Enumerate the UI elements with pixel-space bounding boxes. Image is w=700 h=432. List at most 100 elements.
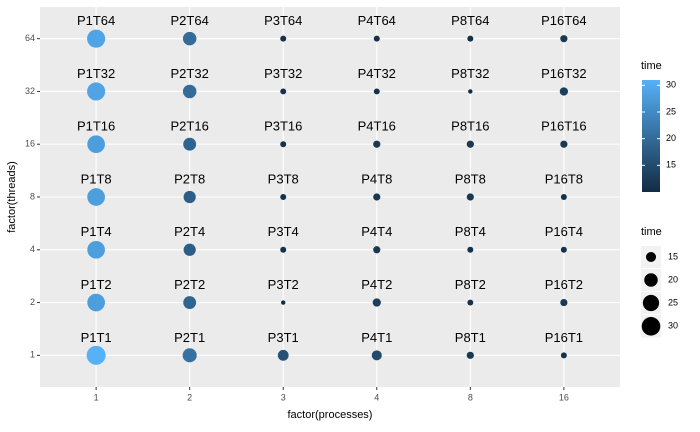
point-label: P2T16 (171, 119, 209, 134)
point-label: P8T2 (455, 277, 486, 292)
point-label: P2T64 (171, 13, 209, 28)
point (280, 141, 287, 148)
legend-title: time (641, 60, 662, 72)
point-label: P3T32 (264, 66, 302, 81)
point (182, 348, 197, 363)
x-tick-label: 4 (374, 392, 379, 402)
legend-title: time (641, 226, 662, 238)
point-label: P3T64 (264, 13, 302, 28)
point-label: P16T4 (545, 224, 583, 239)
legend-label: 25 (668, 297, 678, 307)
x-axis-title: factor(processes) (288, 409, 373, 421)
point (373, 193, 381, 201)
point (467, 246, 474, 253)
point (559, 87, 568, 96)
point (373, 35, 380, 42)
x-tick-label: 2 (187, 392, 192, 402)
point-label: P4T32 (358, 66, 396, 81)
point (86, 345, 106, 365)
point-label: P4T16 (358, 119, 396, 134)
point-label: P16T8 (545, 171, 583, 186)
point-label: P16T1 (545, 330, 583, 345)
point (277, 349, 289, 361)
point-label: P2T2 (174, 277, 205, 292)
point (560, 194, 567, 200)
point (560, 246, 567, 253)
point (183, 243, 196, 256)
point-label: P16T16 (541, 119, 587, 134)
point (560, 35, 568, 43)
point-label: P1T1 (81, 330, 112, 345)
y-tick-label: 2 (30, 297, 35, 307)
point (466, 140, 474, 148)
y-axis-title: factor(threads) (6, 161, 18, 233)
legend-point (641, 317, 661, 336)
point-label: P3T4 (268, 224, 299, 239)
point (468, 89, 473, 94)
point (87, 188, 105, 206)
point-label: P2T1 (174, 330, 205, 345)
point (467, 299, 474, 306)
point-label: P2T8 (174, 171, 205, 186)
point (560, 140, 568, 148)
point-label: P1T16 (77, 119, 115, 134)
point (183, 296, 197, 309)
point (560, 352, 567, 359)
point-label: P1T2 (81, 277, 112, 292)
y-tick-label: 16 (25, 139, 35, 149)
point-label: P16T64 (541, 13, 587, 28)
point-label: P3T16 (264, 119, 302, 134)
legend-point (645, 251, 657, 263)
legend-label: 25 (666, 106, 676, 116)
point (560, 298, 568, 307)
point-label: P8T64 (451, 13, 489, 28)
point-label: P8T16 (451, 119, 489, 134)
point-label: P1T8 (81, 171, 112, 186)
point (466, 193, 474, 201)
point (466, 351, 474, 359)
point-label: P4T1 (361, 330, 392, 345)
point-label: P16T2 (545, 277, 583, 292)
point (280, 194, 287, 200)
point (280, 246, 287, 253)
point-label: P1T64 (77, 13, 115, 28)
point (280, 35, 287, 42)
point (281, 300, 286, 305)
legend-label: 30 (668, 321, 678, 331)
point (87, 29, 106, 48)
point (87, 135, 105, 154)
x-tick-label: 3 (281, 392, 286, 402)
point (87, 82, 106, 101)
legend-label: 20 (666, 133, 676, 143)
point (373, 140, 381, 148)
point (183, 137, 197, 151)
point-label: P4T8 (361, 171, 392, 186)
point (371, 350, 382, 361)
legend-label: 15 (668, 251, 678, 261)
point-label: P4T64 (358, 13, 396, 28)
legend-label: 20 (668, 274, 678, 284)
point (87, 240, 105, 259)
y-tick-label: 1 (30, 350, 35, 360)
y-tick-label: 32 (25, 86, 35, 96)
y-tick-label: 64 (25, 33, 35, 43)
colorbar (642, 80, 660, 192)
x-tick-label: 8 (468, 392, 473, 402)
point-label: P2T4 (174, 224, 205, 239)
legend-label: 30 (666, 80, 676, 90)
point-label: P3T1 (268, 330, 299, 345)
x-tick-label: 16 (559, 392, 569, 402)
x-tick-label: 1 (94, 392, 99, 402)
point (183, 190, 196, 204)
point (182, 31, 197, 46)
y-tick-label: 4 (30, 244, 35, 254)
point-label: P2T32 (171, 66, 209, 81)
point-label: P1T4 (81, 224, 112, 239)
legend-label: 15 (666, 160, 676, 170)
point (87, 293, 105, 312)
legend-point (642, 294, 660, 312)
point-label: P1T32 (77, 66, 115, 81)
point (182, 84, 197, 99)
point-label: P8T8 (455, 171, 486, 186)
